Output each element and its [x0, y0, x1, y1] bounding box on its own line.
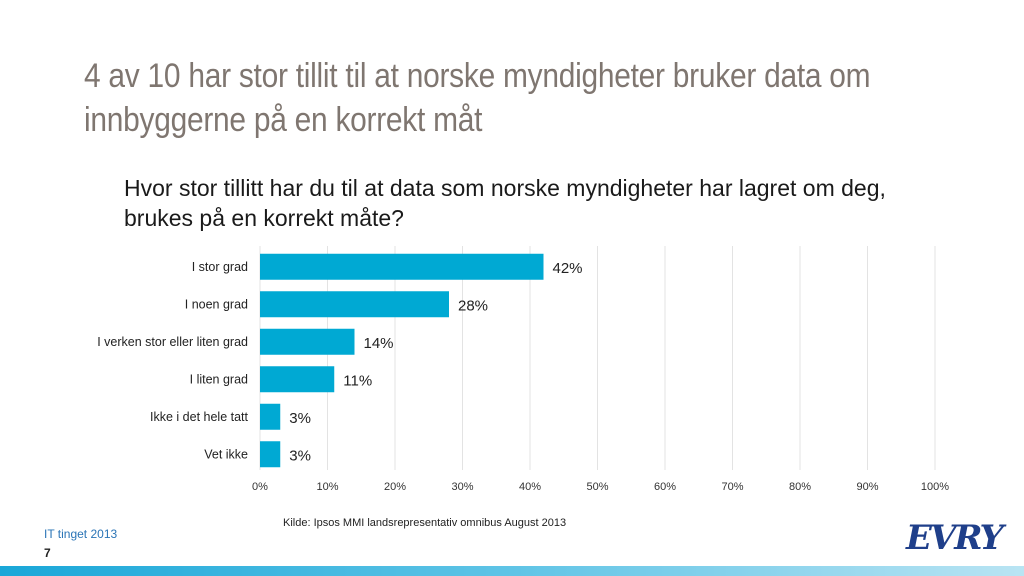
bar	[260, 403, 281, 430]
bar	[260, 291, 449, 318]
category-label: I stor grad	[192, 260, 248, 274]
event-label: IT tinget 2013	[44, 527, 118, 541]
bar	[260, 328, 355, 355]
page-number: 7	[44, 546, 51, 560]
x-tick-label: 60%	[654, 481, 676, 493]
category-label: Vet ikke	[204, 447, 248, 461]
bar	[260, 441, 281, 468]
value-label: 42%	[553, 260, 583, 277]
survey-question: Hvor stor tillitt har du til at data som…	[124, 175, 886, 231]
x-tick-label: 50%	[586, 481, 608, 493]
value-label: 3%	[289, 410, 311, 427]
x-tick-label: 0%	[252, 481, 268, 493]
bottom-gradient-bar	[0, 566, 1024, 576]
evry-logo: EVRY	[906, 518, 1004, 558]
grid-lines	[259, 246, 936, 470]
x-tick-label: 40%	[519, 481, 541, 493]
value-label: 11%	[343, 372, 372, 389]
value-labels: 42% 28% 14% 11% 3% 3%	[289, 260, 582, 465]
x-tick-label: 80%	[789, 481, 811, 493]
x-tick-label: 90%	[856, 481, 878, 493]
bar	[260, 366, 335, 393]
bars	[260, 253, 544, 468]
category-label: I liten grad	[190, 372, 248, 386]
category-label: Ikke i det hele tatt	[150, 410, 249, 424]
bar	[260, 253, 544, 280]
source-note: Kilde: Ipsos MMI landsrepresentativ omni…	[283, 517, 567, 529]
value-label: 28%	[458, 297, 488, 314]
x-tick-label: 10%	[316, 481, 338, 493]
category-label: I noen grad	[185, 297, 248, 311]
category-labels: I stor grad I noen grad I verken stor elle…	[97, 260, 248, 462]
bar-chart: I stor grad I noen grad I verken stor elle…	[97, 246, 949, 493]
category-label: I verken stor eller liten grad	[97, 335, 248, 349]
x-tick-label: 30%	[451, 481, 473, 493]
value-label: 3%	[289, 447, 311, 464]
x-tick-label: 100%	[921, 481, 949, 493]
x-tick-label: 70%	[721, 481, 743, 493]
x-tick-labels: 0% 10% 20% 30% 40% 50% 60% 70% 80% 90% 100%	[252, 481, 949, 493]
slide-title: 4 av 10 har stor tillit til at norske my…	[84, 57, 871, 139]
value-label: 14%	[364, 335, 394, 352]
x-tick-label: 20%	[384, 481, 406, 493]
